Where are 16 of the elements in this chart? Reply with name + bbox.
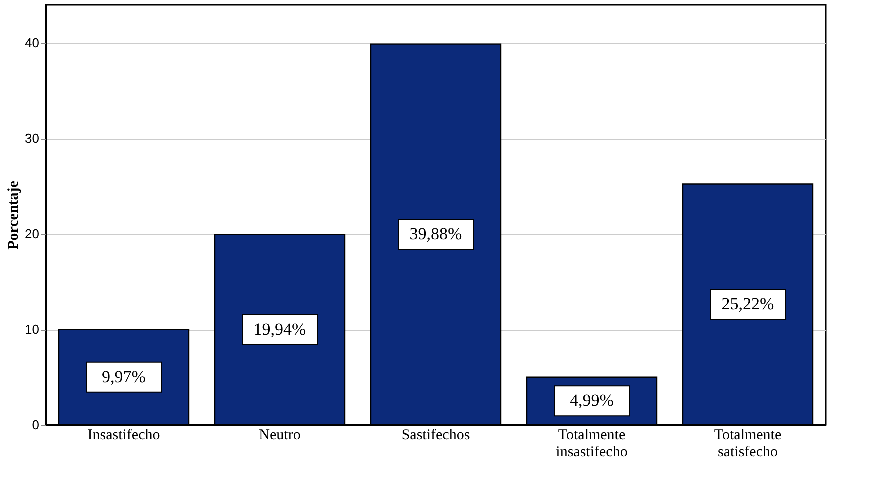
x-tick-label: Sastifechos — [402, 428, 470, 444]
y-axis-title: Porcentaje — [6, 180, 22, 250]
data-label: 4,99% — [570, 391, 614, 410]
x-tick-label: Totalmente satisfecho — [714, 428, 782, 460]
data-label: 25,22% — [722, 294, 774, 314]
data-label: 19,94% — [254, 320, 306, 339]
x-tick-label: Totalmente insastifecho — [556, 428, 628, 460]
y-tick-label: 10 — [25, 322, 40, 338]
x-tick-label: Neutro — [259, 428, 301, 444]
y-tick-label: 0 — [32, 418, 40, 432]
y-tick-label: 20 — [25, 226, 40, 242]
data-label: 39,88% — [410, 224, 462, 244]
y-tick-label: 40 — [25, 36, 40, 51]
y-tick-label: 30 — [25, 131, 40, 146]
x-tick-label: Insastifecho — [88, 428, 160, 444]
data-label: 9,97% — [102, 367, 146, 386]
